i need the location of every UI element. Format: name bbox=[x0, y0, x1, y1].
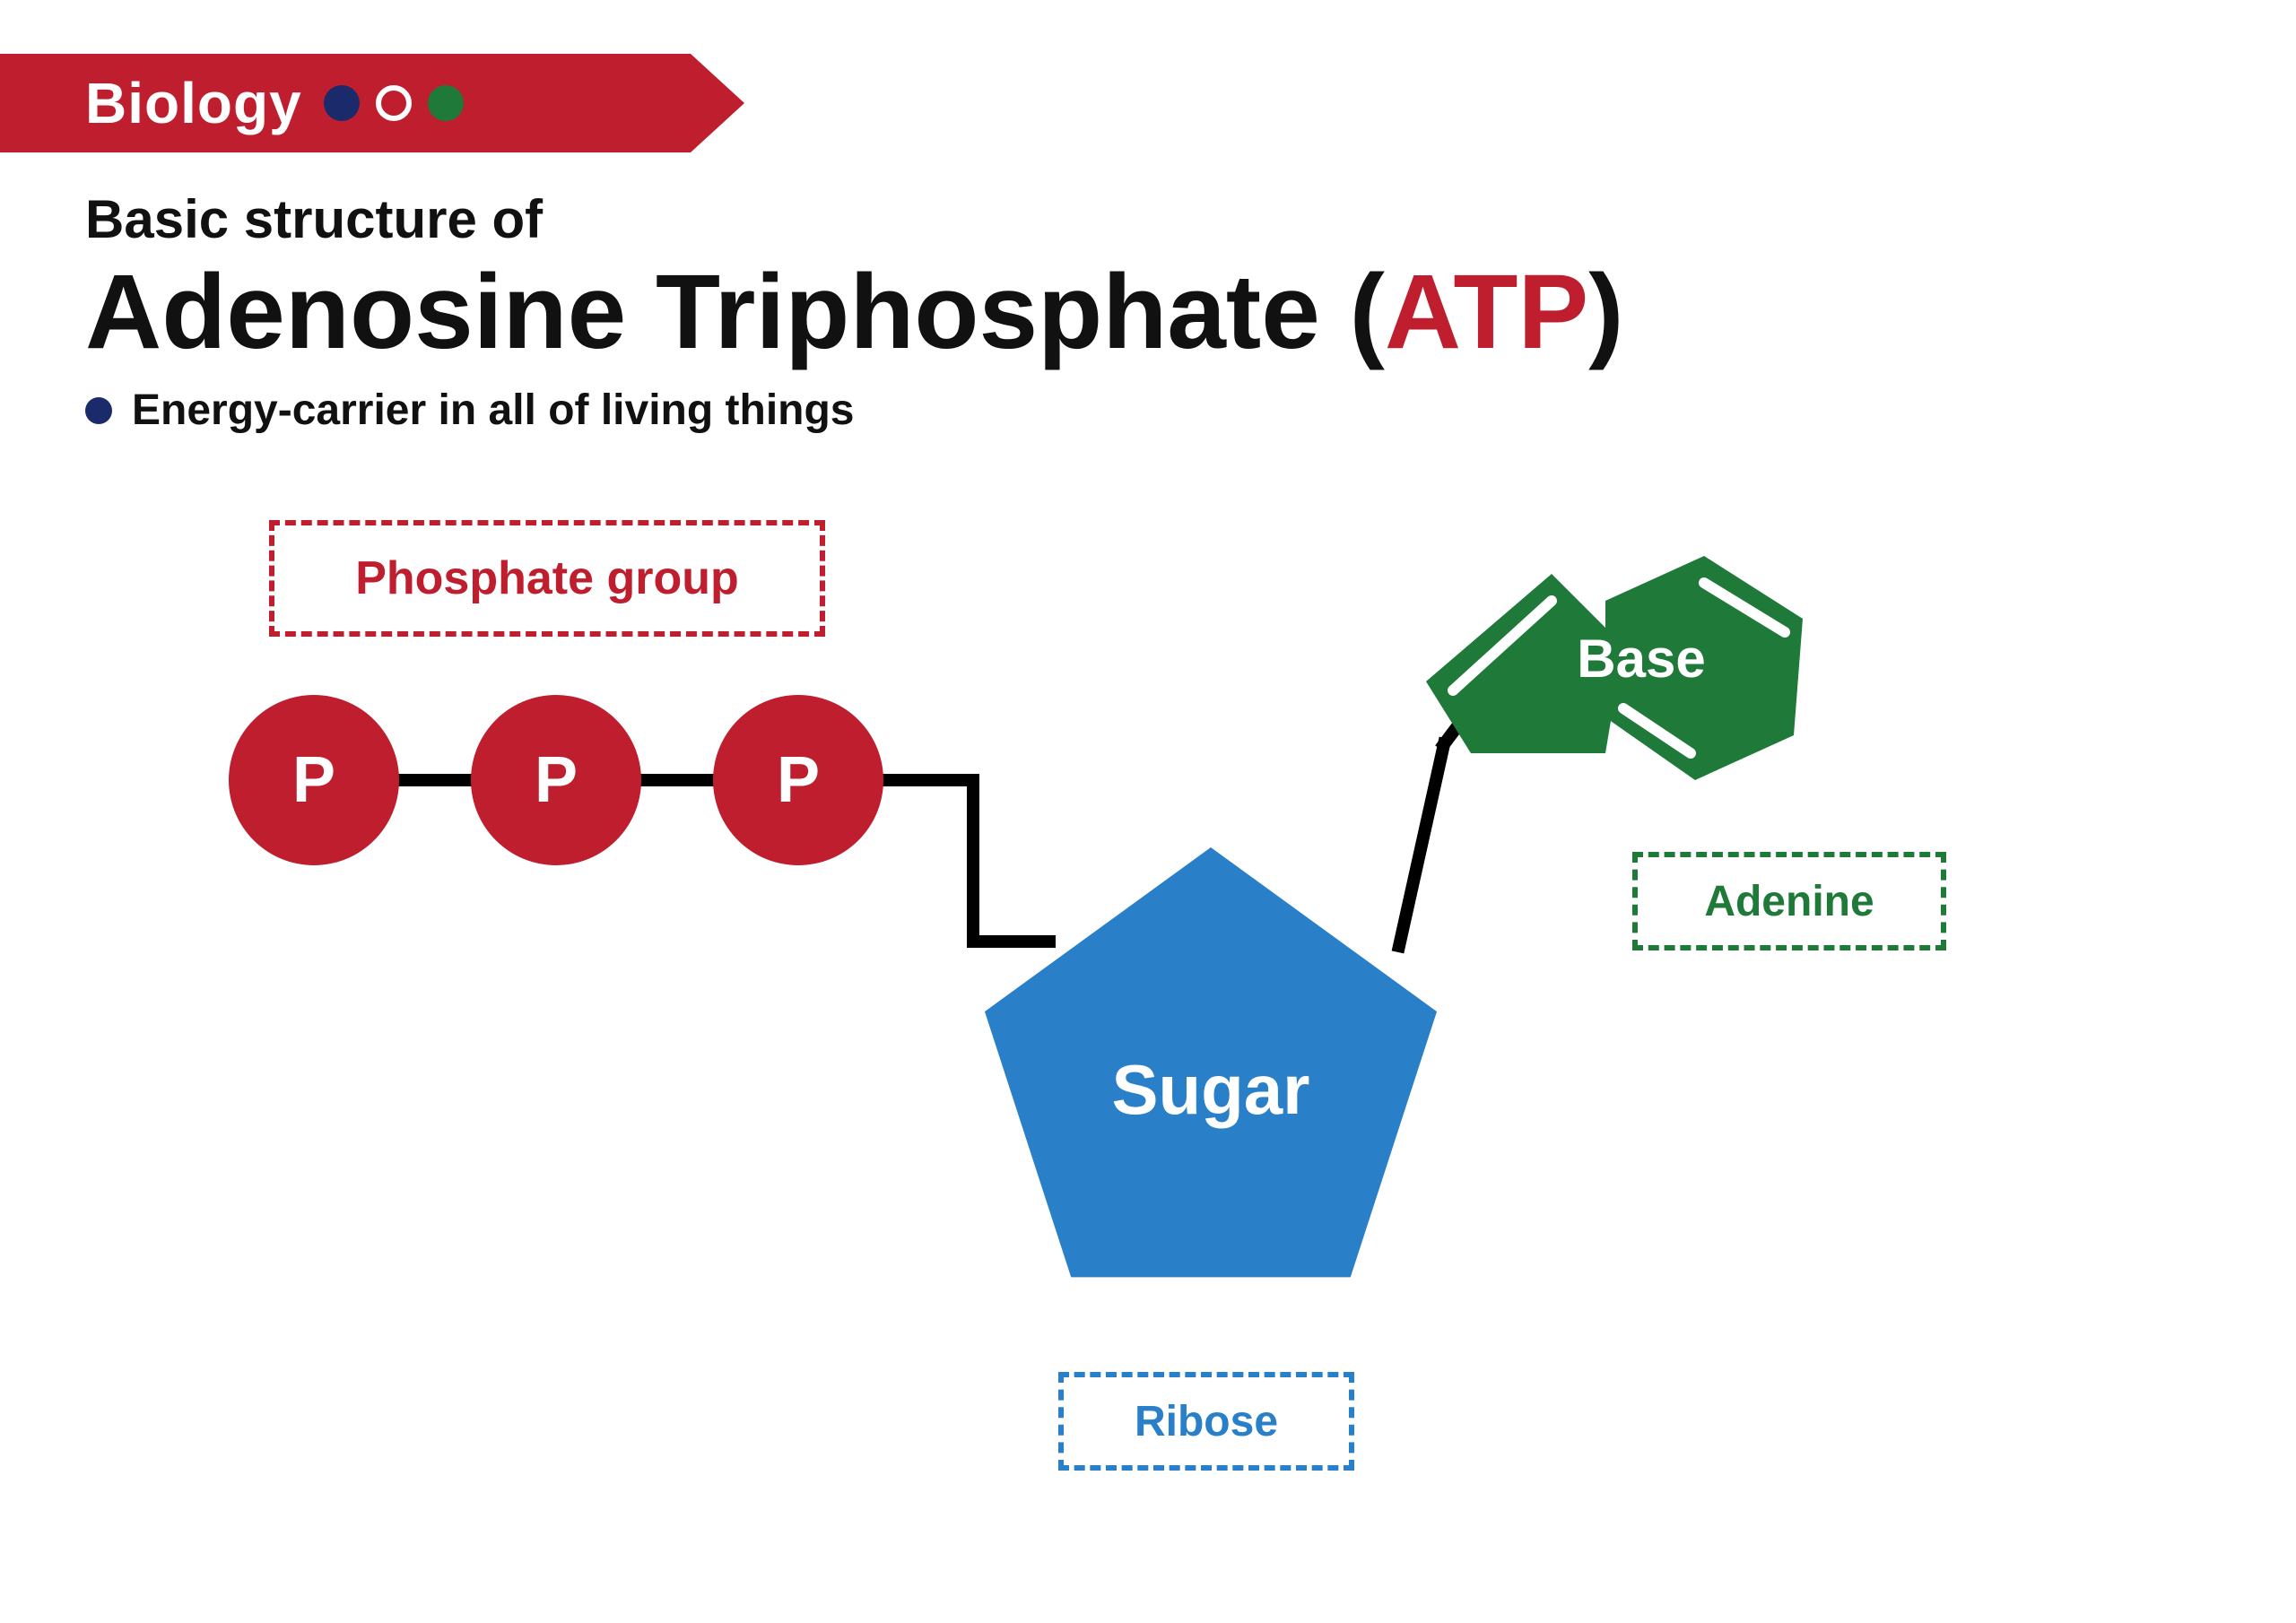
stage: Biology Basic structure of Adenosine Tri… bbox=[0, 0, 2296, 1623]
phosphate-letter: P bbox=[777, 744, 820, 816]
ribose-label: Ribose bbox=[1058, 1372, 1354, 1471]
base-label: Base bbox=[1552, 628, 1731, 690]
phosphate-letter: P bbox=[292, 744, 335, 816]
phosphate-letter: P bbox=[535, 744, 578, 816]
ribose-label-text: Ribose bbox=[1135, 1397, 1278, 1446]
adenine-label: Adenine bbox=[1632, 852, 1946, 950]
sugar-label: Sugar bbox=[1076, 1049, 1345, 1131]
phosphate-group-label-text: Phosphate group bbox=[355, 551, 739, 605]
phosphate-group-label: Phosphate group bbox=[269, 520, 825, 637]
adenine-label-text: Adenine bbox=[1704, 877, 1874, 926]
bond-line bbox=[1399, 744, 1444, 946]
